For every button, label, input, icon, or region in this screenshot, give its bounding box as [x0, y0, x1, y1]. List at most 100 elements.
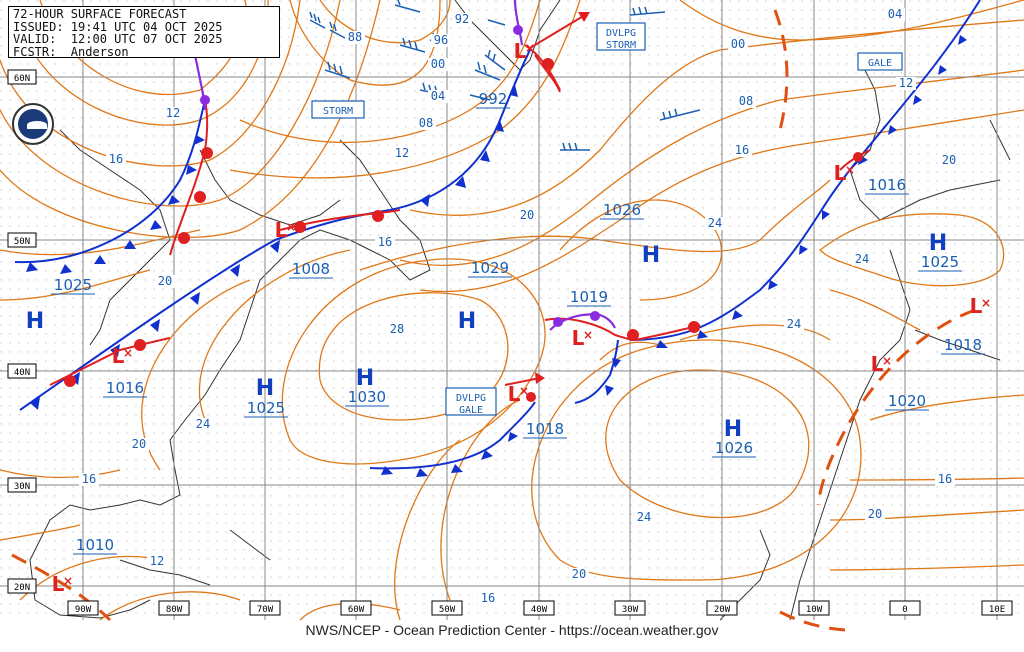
isobar-label: 04 — [888, 7, 902, 21]
isobar-label: 12 — [166, 106, 180, 120]
header-forecaster: FCSTR: Anderson — [13, 44, 129, 59]
troughs — [11, 9, 976, 632]
isobar-label: 92 — [455, 12, 469, 26]
isobar-label: 16 — [82, 472, 96, 486]
dvlpg-storm-warning-text: STORM — [606, 40, 636, 51]
lat-label-box — [7, 477, 37, 493]
isobar-label: 24 — [708, 216, 722, 230]
header-valid: VALID: 12:00 UTC 07 OCT 2025 — [13, 32, 223, 46]
lat-label: 20N — [14, 583, 30, 593]
isobar-label: 20 — [572, 567, 586, 581]
isobar-label: 28 — [390, 322, 404, 336]
low-pressure-symbol: L — [572, 326, 585, 350]
isobar-label-bg — [428, 90, 448, 103]
lon-label: 10E — [989, 605, 1005, 615]
low-center-x-icon: × — [845, 163, 855, 177]
isobar-label-bg — [852, 253, 872, 266]
isobar-label: 04 — [431, 89, 445, 103]
cold-front-pips — [26, 35, 967, 477]
lon-label-box — [614, 600, 646, 616]
lon-label: 20W — [714, 605, 731, 615]
isobar-label-bg — [896, 77, 916, 90]
lon-label-box — [67, 600, 99, 616]
low-pressure-symbol: L — [514, 39, 527, 63]
noaa-logo-bird — [27, 121, 47, 129]
map-background — [0, 0, 1024, 620]
isobar-label-bg — [163, 107, 183, 120]
high-pressure-symbol: H — [26, 309, 44, 334]
low-pressure-symbol: L — [52, 572, 65, 596]
isobar-label: 16 — [938, 472, 952, 486]
lon-label-box — [249, 600, 281, 616]
isobar-label-bg — [129, 438, 149, 451]
occluded-front-pips — [200, 25, 600, 327]
high-pressure-symbol: H — [642, 243, 660, 268]
high-pressure-symbol: H — [929, 231, 947, 256]
isobar-label: 20 — [868, 507, 882, 521]
isobar-label-bg — [106, 153, 126, 166]
noaa-logo-icon — [12, 103, 54, 145]
dvlpg-storm-warning-text: DVLPG — [606, 28, 636, 39]
lat-label: 60N — [14, 74, 30, 84]
lon-label: 60W — [348, 605, 365, 615]
isobar-label-bg — [885, 8, 905, 21]
isobar-label: 20 — [132, 437, 146, 451]
isobar-label: 24 — [637, 510, 651, 524]
low-center-x-icon: × — [519, 384, 529, 398]
storm-warning-box — [311, 100, 365, 119]
low-pressure-symbol: L — [275, 218, 288, 242]
pressure-value: 1029 — [471, 259, 509, 277]
pressure-value: 1026 — [603, 201, 641, 219]
gale-warning-text: GALE — [868, 58, 892, 69]
isobar-label-bg — [732, 144, 752, 157]
isobar-label-bg — [375, 236, 395, 249]
dvlpg-storm-warning-box — [596, 22, 646, 51]
lon-label: 70W — [257, 605, 274, 615]
isobar-label: 00 — [731, 37, 745, 51]
header-title: 72-HOUR SURFACE FORECAST — [13, 7, 187, 21]
lon-label: 30W — [622, 605, 639, 615]
dvlpg-gale-warning-text: GALE — [459, 405, 483, 416]
isobar-label: 16 — [735, 143, 749, 157]
isobar-label-bg — [935, 473, 955, 486]
low-pressure-symbol: L — [871, 352, 884, 376]
isobar-label: 24 — [787, 317, 801, 331]
isobar-label: 16 — [481, 591, 495, 605]
isobar-label-bg — [939, 154, 959, 167]
isobar-label: 96 — [434, 33, 448, 47]
pressure-value: 1020 — [888, 392, 926, 410]
lat-label: 50N — [14, 237, 30, 247]
lat-label: 40N — [14, 368, 30, 378]
isobar-label: 12 — [150, 554, 164, 568]
isobar-label-bg — [569, 568, 589, 581]
lat-label: 30N — [14, 482, 30, 492]
low-pressure-symbol: L — [834, 161, 847, 185]
pressure-value: 1010 — [76, 536, 114, 554]
isobar-label-bg — [155, 275, 175, 288]
isobar-label: 16 — [378, 235, 392, 249]
lon-label: 40W — [531, 605, 548, 615]
high-pressure-symbol: H — [458, 309, 476, 334]
isobar-label: 20 — [158, 274, 172, 288]
isobar-label: 24 — [855, 252, 869, 266]
isobar-label-bg — [431, 34, 451, 47]
isobars — [0, 0, 1024, 621]
isobar-label-bg — [428, 58, 448, 71]
pressure-value: 1019 — [570, 288, 608, 306]
pressure-value: 1025 — [247, 399, 285, 417]
motion-arrows — [504, 14, 586, 386]
low-pressure-symbol: L — [508, 382, 521, 406]
isobar-label-bg — [728, 38, 748, 51]
isobar-label-bg — [634, 511, 654, 524]
lon-label-box — [981, 600, 1013, 616]
storm-warning-text: STORM — [323, 106, 353, 117]
dvlpg-gale-warning-box — [445, 387, 497, 416]
isobar-label: 12 — [395, 146, 409, 160]
low-center-x-icon: × — [583, 328, 593, 342]
isobar-label-bg — [345, 31, 365, 44]
isobar-label-bg — [736, 95, 756, 108]
credit-line[interactable]: NWS/NCEP - Ocean Prediction Center - htt… — [305, 622, 719, 638]
pressure-value: 1008 — [292, 260, 330, 278]
lon-label-box — [798, 600, 830, 616]
